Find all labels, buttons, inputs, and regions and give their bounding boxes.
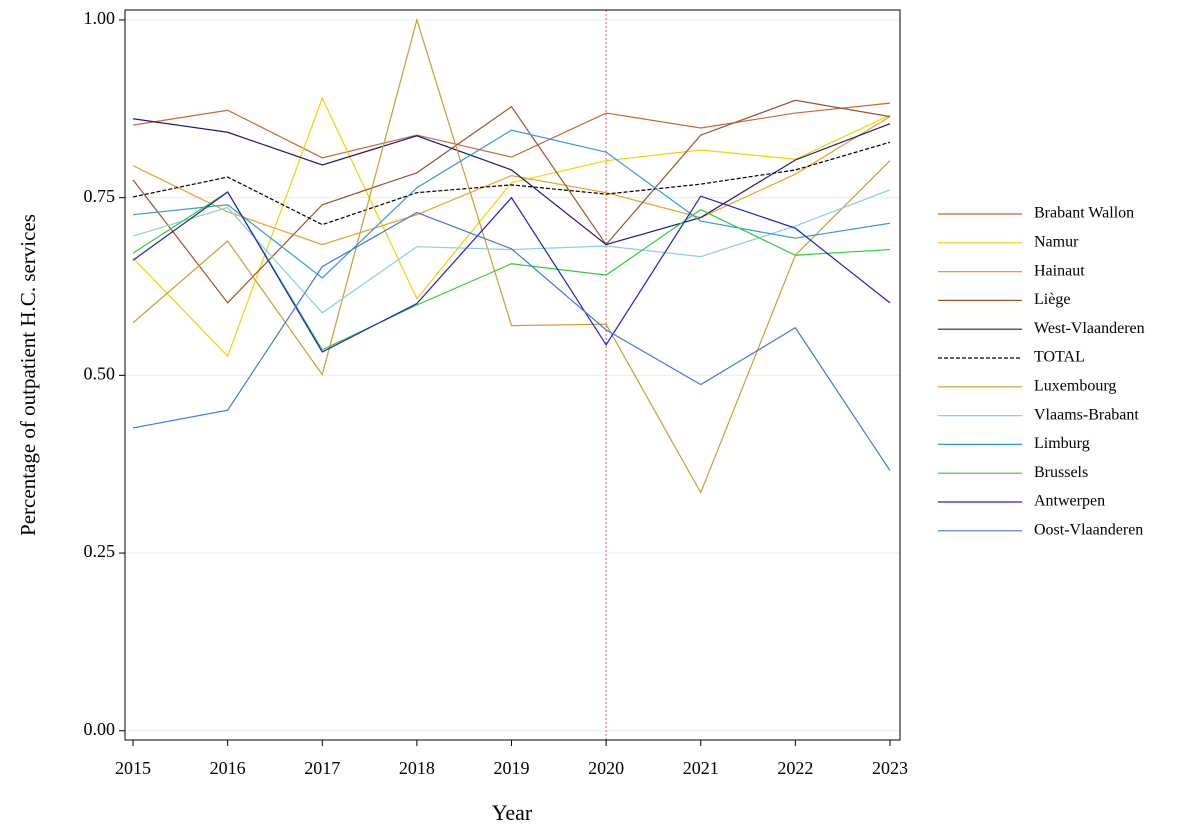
- legend-label: Liège: [1034, 291, 1070, 308]
- series-line: [132, 118, 891, 246]
- legend-label: Oost-Vlaanderen: [1034, 521, 1143, 538]
- series-line: [132, 211, 891, 471]
- series-line: [132, 102, 891, 159]
- series-line: [132, 141, 891, 226]
- x-tick-label: 2020: [588, 758, 624, 778]
- x-tick-label: 2015: [115, 758, 151, 778]
- y-axis-label: Percentage of outpatient H.C. services: [16, 214, 40, 536]
- legend-label: Vlaams-Brabant: [1034, 406, 1139, 423]
- series-line: [132, 191, 891, 353]
- x-tick-label: 2016: [210, 758, 246, 778]
- legend-label: Limburg: [1034, 435, 1090, 452]
- series-line: [132, 116, 891, 246]
- series-line: [132, 96, 891, 358]
- series-line: [132, 99, 891, 304]
- y-tick-label: 0.50: [84, 363, 116, 383]
- legend-label: Namur: [1034, 233, 1079, 250]
- legend-label: Luxembourg: [1034, 377, 1116, 394]
- legend-label: TOTAL: [1034, 349, 1085, 366]
- x-axis-label: Year: [492, 800, 533, 825]
- x-tick-label: 2022: [777, 758, 813, 778]
- series-line: [132, 189, 891, 314]
- legend-label: Hainaut: [1034, 262, 1085, 279]
- x-tick-label: 2018: [399, 758, 435, 778]
- legend-label: Brabant Wallon: [1034, 205, 1134, 222]
- y-tick-label: 0.25: [84, 541, 116, 561]
- x-tick-label: 2023: [872, 758, 908, 778]
- y-tick-label: 1.00: [84, 8, 116, 28]
- x-tick-label: 2017: [304, 758, 340, 778]
- x-tick-label: 2019: [494, 758, 530, 778]
- plot-frame: [124, 9, 901, 741]
- y-tick-label: 0.75: [84, 186, 116, 206]
- legend-label: West-Vlaanderen: [1034, 320, 1145, 337]
- series-line: [132, 129, 891, 279]
- series-line: [132, 17, 891, 495]
- x-tick-label: 2021: [683, 758, 719, 778]
- legend-label: Antwerpen: [1034, 493, 1105, 510]
- y-tick-label: 0.00: [84, 719, 116, 739]
- legend-label: Brussels: [1034, 464, 1088, 481]
